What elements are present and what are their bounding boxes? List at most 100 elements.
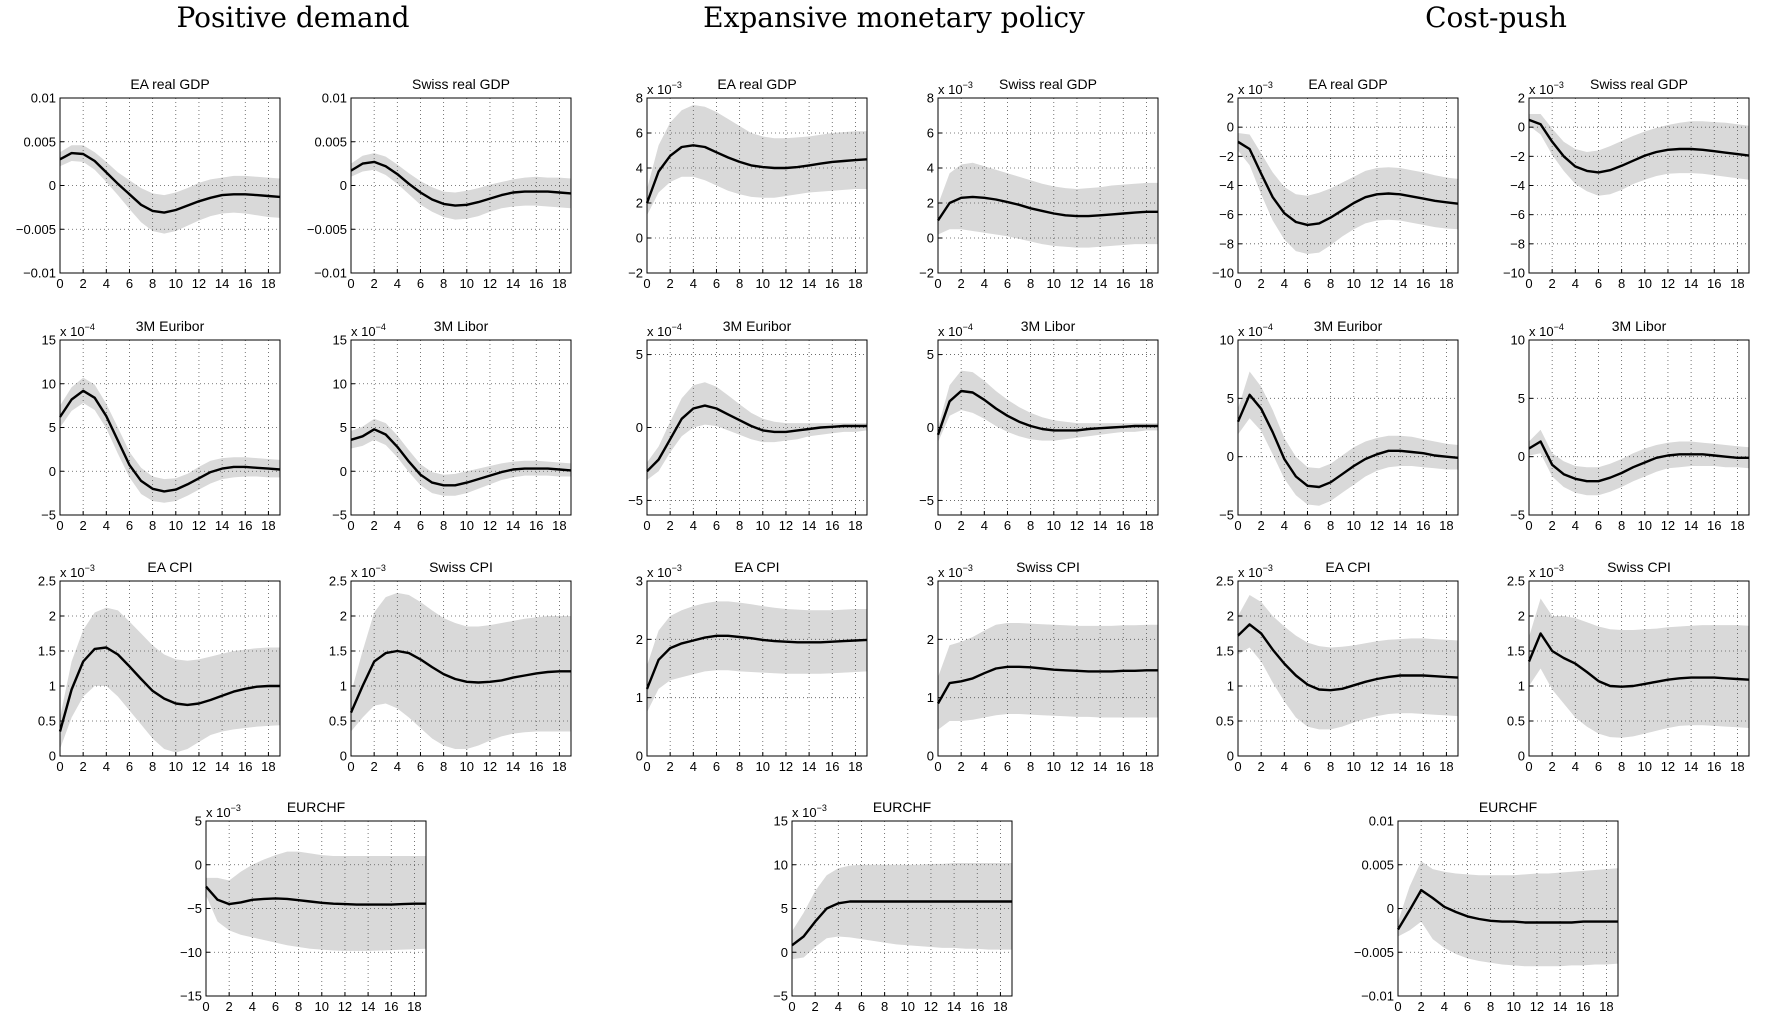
x-tick-label: 18 xyxy=(1599,999,1613,1014)
x-tick-label: 0 xyxy=(1234,518,1241,533)
x-tick-label: 16 xyxy=(1707,518,1721,533)
y-tick-label: −0.005 xyxy=(1354,945,1394,960)
y-tick-label: −2 xyxy=(919,266,934,281)
plot-frame xyxy=(646,97,868,274)
x-tick-label: 4 xyxy=(690,759,697,774)
panel-title: 3M Euribor xyxy=(723,318,792,334)
x-tick-label: 16 xyxy=(970,999,984,1014)
y-tick-label: 0 xyxy=(1518,749,1525,764)
column-title-monetary-policy: Expansive monetary policy xyxy=(703,1,1085,34)
y-tick-label: −4 xyxy=(1510,178,1525,193)
x-tick-label: 0 xyxy=(788,999,795,1014)
x-tick-label: 2 xyxy=(667,518,674,533)
x-tick-label: 16 xyxy=(1707,276,1721,291)
y-tick-label: 8 xyxy=(927,91,934,106)
y-tick-label: 2 xyxy=(927,196,934,211)
panel-title: EA real GDP xyxy=(717,76,796,92)
x-tick-label: 6 xyxy=(1304,518,1311,533)
y-tick-label: 2 xyxy=(636,632,643,647)
x-tick-label: 10 xyxy=(1638,518,1652,533)
x-tick-label: 10 xyxy=(315,999,329,1014)
confidence-band xyxy=(60,377,280,503)
y-tick-label: 2 xyxy=(927,632,934,647)
x-tick-label: 0 xyxy=(56,518,63,533)
y-tick-label: 4 xyxy=(636,161,643,176)
median-response-line xyxy=(58,389,281,493)
y-tick-label: 0 xyxy=(927,420,934,435)
x-tick-label: 6 xyxy=(417,759,424,774)
y-tick-label: 0.5 xyxy=(329,714,347,729)
confidence-band xyxy=(938,162,1158,248)
x-tick-label: 4 xyxy=(981,276,988,291)
median-response-line xyxy=(936,195,1158,222)
x-tick-label: 12 xyxy=(1661,276,1675,291)
scale-exponent: −3 xyxy=(231,803,241,813)
x-tick-label: 4 xyxy=(835,999,842,1014)
x-tick-label: 2 xyxy=(80,518,87,533)
y-tick-label: −15 xyxy=(180,989,202,1004)
confidence-band xyxy=(647,601,867,713)
median-response-line xyxy=(350,428,572,487)
y-tick-label: −2 xyxy=(1510,149,1525,164)
median-response-line xyxy=(205,885,426,906)
x-tick-label: 14 xyxy=(1393,276,1407,291)
x-tick-label: 6 xyxy=(1004,276,1011,291)
y-tick-label: 0 xyxy=(49,464,56,479)
scale-multiplier: x 10−4 xyxy=(60,322,95,339)
panel-cost-push-ea-cpi: 0 2 4 6 8 10 12 14 16 18 0 0.5 1 1.5 2 2.5 EA CPI x 10−3 xyxy=(1216,559,1459,774)
x-tick-label: 4 xyxy=(103,276,110,291)
y-tick-label: 0.5 xyxy=(1507,714,1525,729)
x-tick-label: 6 xyxy=(858,999,865,1014)
y-tick-label: 10 xyxy=(774,857,788,872)
x-tick-label: 4 xyxy=(1281,759,1288,774)
confidence-band xyxy=(1238,371,1458,506)
x-tick-label: 2 xyxy=(1258,518,1265,533)
x-tick-label: 10 xyxy=(169,518,183,533)
scale-exponent: −3 xyxy=(1263,563,1273,573)
x-tick-label: 2 xyxy=(1549,276,1556,291)
y-tick-label: −10 xyxy=(180,945,202,960)
y-tick-label: 15 xyxy=(42,333,56,348)
x-tick-label: 16 xyxy=(1116,276,1130,291)
scale-exponent: −3 xyxy=(963,80,973,90)
y-tick-label: −2 xyxy=(1219,149,1234,164)
scale-exponent: −4 xyxy=(963,322,973,332)
x-tick-label: 8 xyxy=(1618,759,1625,774)
x-tick-label: 18 xyxy=(1730,759,1744,774)
confidence-band xyxy=(1529,598,1749,738)
x-tick-label: 2 xyxy=(1418,999,1425,1014)
panel-title: 3M Euribor xyxy=(1314,318,1383,334)
x-tick-label: 12 xyxy=(483,518,497,533)
y-tick-label: 1 xyxy=(927,690,934,705)
y-tick-label: −8 xyxy=(1219,236,1234,251)
x-tick-label: 10 xyxy=(460,518,474,533)
x-tick-label: 0 xyxy=(1234,276,1241,291)
panel-cost-push-eurchf: 0 2 4 6 8 10 12 14 16 18 −0.01 −0.005 0 0.005 0.01 EURC… xyxy=(1354,799,1619,1014)
x-tick-label: 8 xyxy=(1487,999,1494,1014)
y-tick-label: 5 xyxy=(340,420,347,435)
plot-frame xyxy=(1528,580,1750,757)
x-tick-label: 12 xyxy=(1370,759,1384,774)
x-tick-label: 2 xyxy=(958,276,965,291)
x-tick-label: 16 xyxy=(1416,518,1430,533)
x-tick-label: 4 xyxy=(690,276,697,291)
panel-cost-push-swiss-real-gdp: 0 2 4 6 8 10 12 14 16 18 −10 −8 −6 −4 −2 0 2 Swiss real G… xyxy=(1503,76,1750,291)
x-tick-label: 16 xyxy=(384,999,398,1014)
x-tick-label: 14 xyxy=(1393,518,1407,533)
scale-multiplier: x 10−4 xyxy=(647,322,682,339)
x-tick-label: 12 xyxy=(924,999,938,1014)
y-tick-label: 0.5 xyxy=(1216,714,1234,729)
plot-frame xyxy=(1237,339,1459,516)
y-tick-label: −5 xyxy=(628,493,643,508)
y-tick-label: −2 xyxy=(628,266,643,281)
x-tick-label: 18 xyxy=(848,759,862,774)
scale-exponent: −3 xyxy=(85,563,95,573)
x-tick-label: 0 xyxy=(202,999,209,1014)
scale-multiplier: x 10−3 xyxy=(1529,563,1564,580)
plot-frame xyxy=(1237,580,1459,757)
